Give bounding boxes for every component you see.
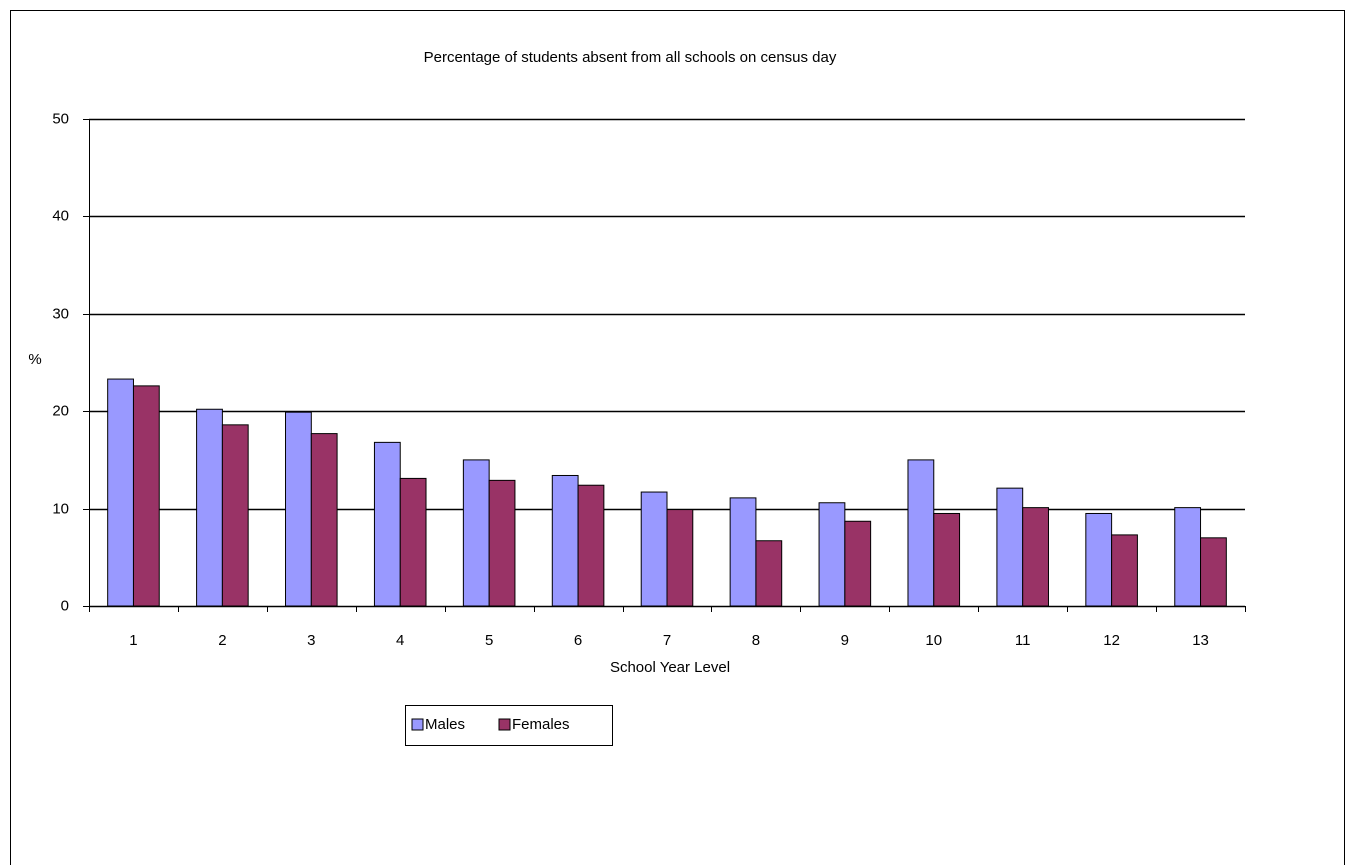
x-tick-label: 9 — [841, 632, 849, 649]
bar — [640, 491, 668, 607]
bar — [132, 385, 160, 607]
bar — [933, 512, 961, 607]
chart-title: Percentage of students absent from all s… — [424, 49, 837, 66]
bar — [818, 502, 846, 607]
bar — [907, 459, 935, 607]
bar — [285, 411, 312, 607]
bar — [729, 497, 757, 607]
x-tick-label: 7 — [663, 632, 671, 649]
x-axis-label: School Year Level — [610, 659, 730, 676]
bar — [755, 540, 783, 607]
legend-swatch — [498, 718, 511, 731]
x-tick-label: 5 — [485, 632, 493, 649]
bar — [1111, 534, 1138, 607]
bar — [373, 441, 401, 607]
x-tick-label: 1 — [129, 632, 137, 649]
x-tick-label: 13 — [1192, 632, 1209, 649]
bar — [488, 479, 516, 607]
bar — [107, 378, 134, 607]
bar — [844, 520, 872, 607]
bar — [1085, 512, 1113, 607]
bar — [1200, 537, 1227, 607]
x-tick-label: 10 — [925, 632, 942, 649]
bar — [996, 487, 1024, 607]
y-tick-label: 0 — [61, 597, 69, 614]
bar — [551, 474, 579, 607]
x-tick-label: 2 — [218, 632, 226, 649]
bar — [221, 424, 249, 607]
legend-label: Females — [512, 716, 570, 733]
legend-swatch — [411, 718, 424, 731]
x-tick-label: 3 — [307, 632, 315, 649]
y-tick-label: 20 — [52, 402, 69, 419]
bar — [1022, 507, 1049, 607]
bar — [577, 484, 605, 607]
bar — [196, 408, 223, 607]
x-tick-label: 11 — [1015, 632, 1031, 649]
y-tick-label: 10 — [52, 500, 69, 517]
x-tick-label: 12 — [1103, 632, 1120, 649]
x-tick-label: 6 — [574, 632, 582, 649]
bar — [310, 433, 338, 607]
y-tick-label: 50 — [52, 110, 69, 127]
bar — [1174, 507, 1202, 607]
bar — [399, 477, 427, 607]
bar — [666, 509, 694, 607]
y-tick-label: 30 — [52, 305, 69, 322]
x-tick-label: 4 — [396, 632, 404, 649]
legend-label: Males — [425, 716, 465, 733]
bar — [462, 459, 490, 607]
y-axis-label: % — [28, 351, 41, 368]
y-tick-label: 40 — [52, 207, 69, 224]
x-tick-label: 8 — [752, 632, 760, 649]
